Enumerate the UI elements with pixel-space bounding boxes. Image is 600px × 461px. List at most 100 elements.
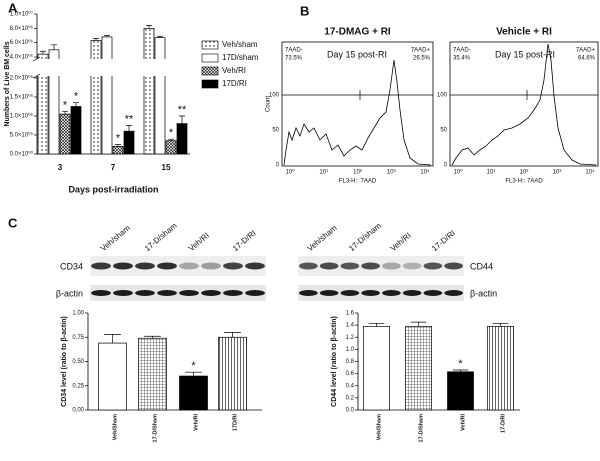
- flow-x-tick: 10⁴: [420, 169, 430, 176]
- y-tick-label: 5.0×10⁰⁵: [10, 132, 34, 139]
- x-tick-label: 7: [111, 163, 116, 172]
- legend-swatch: [201, 53, 219, 63]
- y-tick-label: 2.0×10⁰⁶: [10, 75, 34, 82]
- flow-y-tick: 100: [269, 93, 280, 99]
- lane-label: Veh/sham: [99, 223, 132, 253]
- x-tick-label: 17D/RI: [232, 414, 238, 432]
- lane-label: 17-D/sham: [143, 221, 179, 253]
- x-axis-label: Days post-irradiation: [68, 184, 158, 194]
- flow-x-label: FL3-H:: 7AAD: [505, 179, 543, 185]
- flow-title: 17-DMAG + RI: [324, 27, 391, 38]
- y-tick-label: 0.75: [72, 335, 84, 341]
- y-tick-label: 1.00: [72, 311, 84, 317]
- y-tick-label: 1.0: [346, 347, 355, 353]
- x-tick-label: Veh/RI: [193, 414, 199, 431]
- y-tick-label: 1.0×10⁰⁶: [10, 113, 34, 120]
- legend-label: 17D/RI: [222, 79, 247, 88]
- panel-label: C: [8, 215, 18, 230]
- bar: [218, 336, 247, 411]
- gate-label: 7AAD-: [453, 48, 471, 54]
- bar: [154, 37, 166, 155]
- y-tick-label: 0.6: [346, 371, 355, 377]
- gate-label: 7AAD+: [576, 48, 596, 54]
- flow-x-tick: 10²: [520, 170, 529, 176]
- significance: *: [74, 91, 79, 103]
- error-bar: [168, 138, 174, 141]
- bar: [59, 113, 71, 155]
- bar: [487, 325, 514, 411]
- error-bar: [144, 335, 161, 339]
- flow-curve: [283, 59, 432, 166]
- significance: *: [458, 358, 463, 370]
- error-bar: [410, 321, 427, 327]
- error-bar: [115, 144, 121, 147]
- bar: [112, 146, 124, 155]
- x-tick-label: 17-D/Sham: [152, 414, 158, 443]
- error-bar: [73, 102, 79, 107]
- y-tick-label: 0.8: [346, 359, 355, 365]
- x-tick-label: 17-D/Sham: [418, 414, 424, 443]
- y-tick-label: 1.0×10⁰⁷: [10, 11, 33, 18]
- y-tick-label: 1.4: [346, 323, 355, 329]
- y-tick-label: 0.0×10⁰⁰: [10, 151, 34, 158]
- significance: **: [125, 113, 134, 125]
- y-tick-label: 0.50: [72, 359, 84, 365]
- lane-label: 17-D/RI: [430, 229, 457, 254]
- flow-x-tick: 10³: [553, 170, 562, 176]
- significance: *: [169, 127, 174, 139]
- lane-label: Veh/RI: [187, 231, 211, 253]
- x-tick-label: Veh/Sham: [112, 414, 118, 440]
- error-bar: [146, 25, 152, 29]
- error-bar: [126, 125, 132, 132]
- panel-label: A: [8, 0, 18, 15]
- x-tick-label: 3: [58, 163, 63, 172]
- gate-label: 7AAD-: [285, 48, 303, 54]
- bar: [98, 342, 127, 411]
- error-bar: [93, 38, 99, 41]
- error-bar: [157, 35, 163, 38]
- lane-label: Veh/sham: [306, 223, 339, 253]
- error-bar: [368, 322, 385, 327]
- y-tick-label: 0.00: [72, 408, 84, 414]
- row-label: β-actin: [470, 288, 497, 298]
- flow-curve: [451, 43, 597, 166]
- significance: *: [63, 99, 68, 111]
- legend-swatch: [201, 79, 219, 89]
- gate-value: 26.5%: [413, 56, 431, 62]
- gate-value: 64.6%: [578, 56, 596, 62]
- legend-swatch: [201, 66, 219, 76]
- y-tick-label: 1.2: [346, 335, 355, 341]
- y-tick-label: 0.2: [346, 395, 355, 401]
- panel-label: B: [300, 3, 309, 18]
- flow-x-tick: 10⁰: [285, 169, 295, 176]
- legend-label: 17D/sham: [222, 53, 259, 62]
- flow-x-tick: 10²: [353, 170, 362, 176]
- bar: [70, 106, 82, 155]
- x-tick-label: Veh/Sham: [376, 414, 382, 440]
- bar: [363, 325, 390, 411]
- y-tick-label: 1.5×10⁰⁶: [10, 94, 34, 101]
- blot-strip: [298, 256, 464, 276]
- error-bar: [51, 44, 57, 50]
- row-label: β-actin: [56, 288, 83, 298]
- gate-value: 73.5%: [285, 56, 303, 62]
- y-tick-label: 8.0×10⁰⁶: [10, 25, 34, 32]
- bar: [101, 36, 113, 155]
- flow-x-label: FL3-H:: 7AAD: [339, 179, 377, 185]
- error-bar: [492, 322, 509, 327]
- flow-y-tick: 0: [276, 163, 280, 169]
- flow-annotation: Day 15 post-RI: [495, 49, 555, 59]
- y-tick-label: 0.4: [346, 383, 355, 389]
- flow-y-tick: 100: [437, 93, 448, 99]
- error-bar: [62, 111, 68, 115]
- flow-y-tick: 50: [440, 128, 447, 134]
- gate-value: 35.4%: [453, 56, 471, 62]
- bar: [405, 325, 432, 411]
- y-axis-label: CD34 level (ratio to β-actin): [61, 316, 68, 407]
- lane-label: 17-D/RI: [231, 229, 258, 254]
- y-axis-label: CD44 level (ratio to β-actin): [331, 316, 338, 407]
- blot-strip: [90, 256, 266, 276]
- error-bar: [104, 333, 121, 344]
- flow-y-tick: 0: [444, 163, 448, 169]
- flow-y-label: Count: [266, 96, 272, 112]
